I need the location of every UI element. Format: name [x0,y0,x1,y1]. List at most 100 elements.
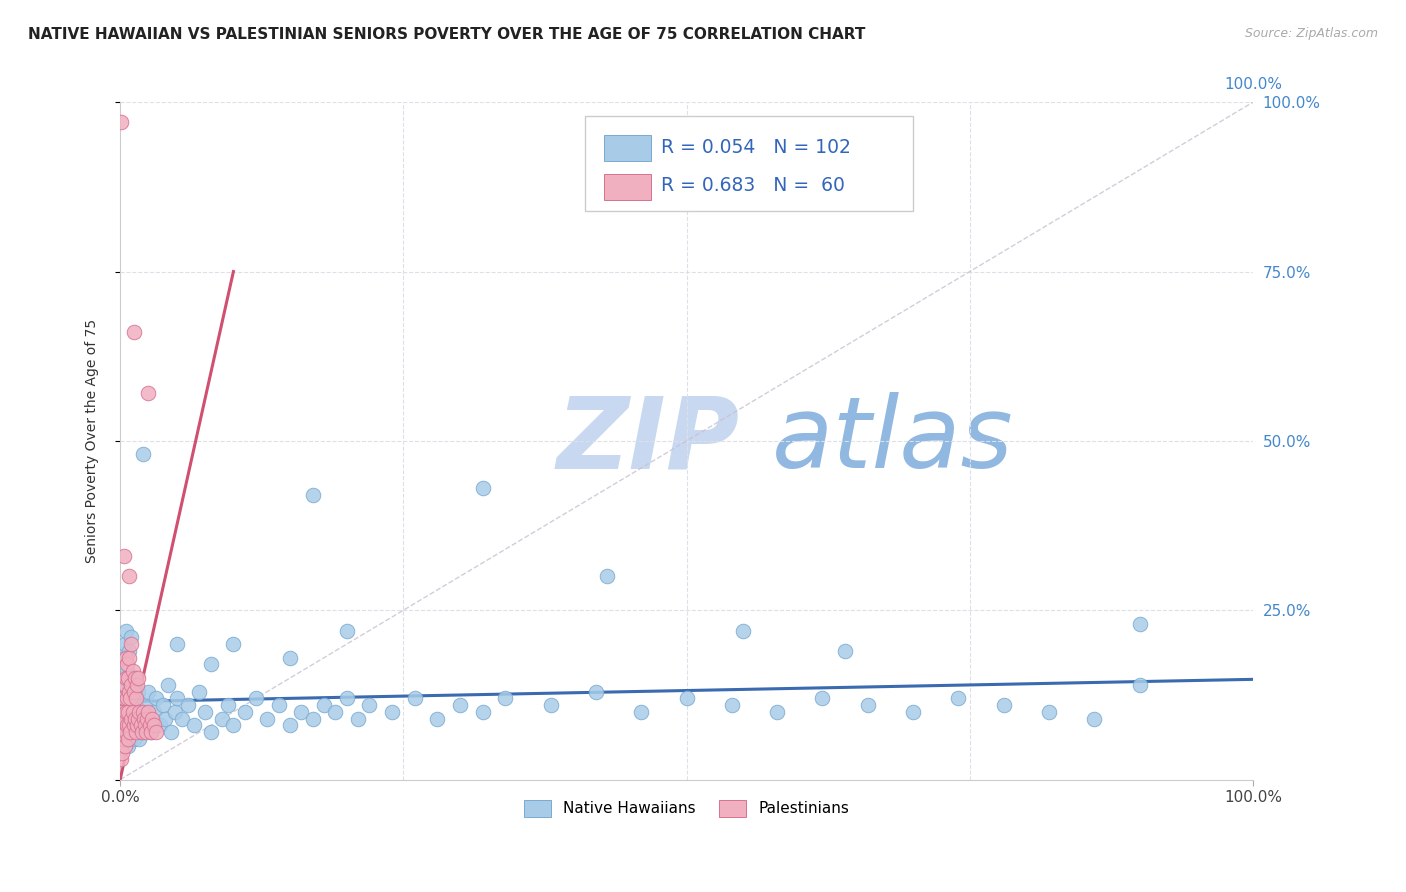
Point [811,691,834,706]
Point [112,705,135,719]
Point [301,712,323,726]
Point [112,731,135,746]
Point [110,739,132,753]
Point [138,705,160,719]
Point [138,684,160,698]
Point [381,705,404,719]
Y-axis label: Seniors Poverty Over the Age of 75: Seniors Poverty Over the Age of 75 [86,318,100,563]
Point [117,705,139,719]
Point [114,637,136,651]
Point [630,705,652,719]
Point [122,691,145,706]
Point [540,698,562,712]
Point [143,718,166,732]
Point [114,739,136,753]
Point [217,698,239,712]
Point [166,637,188,651]
Point [267,698,290,712]
Point [471,481,494,495]
Point [177,698,200,712]
Point [194,705,217,719]
Point [131,725,153,739]
Point [856,698,879,712]
Bar [603,174,651,200]
Point [114,731,136,746]
Point [118,569,141,583]
Text: R = 0.683   N =  60: R = 0.683 N = 60 [661,176,845,194]
FancyBboxPatch shape [585,116,912,211]
Point [172,712,194,726]
Point [122,718,145,732]
Point [114,624,136,638]
Point [111,746,134,760]
Point [122,684,145,698]
Point [138,718,160,732]
Point [222,637,245,651]
Point [128,731,150,746]
Point [834,644,856,658]
Point [166,691,188,706]
Point [112,718,135,732]
Point [993,698,1015,712]
Point [132,712,155,726]
Point [233,705,256,719]
Point [278,718,301,732]
Point [112,739,135,753]
Point [200,725,222,739]
Point [125,698,148,712]
Point [115,691,138,706]
Point [290,705,312,719]
Point [948,691,970,706]
Point [120,731,142,746]
Text: atlas: atlas [772,392,1014,490]
Point [131,725,153,739]
Point [122,731,145,746]
Point [129,705,152,719]
Point [117,684,139,698]
Point [359,698,381,712]
Point [125,691,148,706]
Point [336,691,359,706]
Point [121,718,143,732]
Point [733,624,755,638]
Text: NATIVE HAWAIIAN VS PALESTINIAN SENIORS POVERTY OVER THE AGE OF 75 CORRELATION CH: NATIVE HAWAIIAN VS PALESTINIAN SENIORS P… [28,27,866,42]
Point [188,684,211,698]
Point [134,718,156,732]
Point [149,718,172,732]
Point [135,725,157,739]
Point [114,712,136,726]
Point [132,705,155,719]
Point [111,718,134,732]
Point [112,650,135,665]
Point [222,718,245,732]
Point [136,712,159,726]
Point [134,698,156,712]
Point [121,631,143,645]
Point [301,488,323,502]
Point [585,684,607,698]
Point [121,637,143,651]
Point [200,657,222,672]
Point [127,712,149,726]
Point [121,678,143,692]
Text: Source: ZipAtlas.com: Source: ZipAtlas.com [1244,27,1378,40]
Point [471,705,494,719]
Point [139,725,162,739]
Point [136,718,159,732]
Point [120,725,142,739]
Point [183,718,205,732]
Point [156,678,179,692]
Point [404,691,426,706]
Point [766,705,789,719]
Point [115,718,138,732]
Point [121,712,143,726]
Point [132,447,155,461]
Point [114,678,136,692]
Point [1129,678,1152,692]
Point [110,752,132,766]
Point [494,691,516,706]
Point [901,705,924,719]
Point [278,650,301,665]
Legend: Native Hawaiians, Palestinians: Native Hawaiians, Palestinians [517,794,856,822]
Point [125,725,148,739]
